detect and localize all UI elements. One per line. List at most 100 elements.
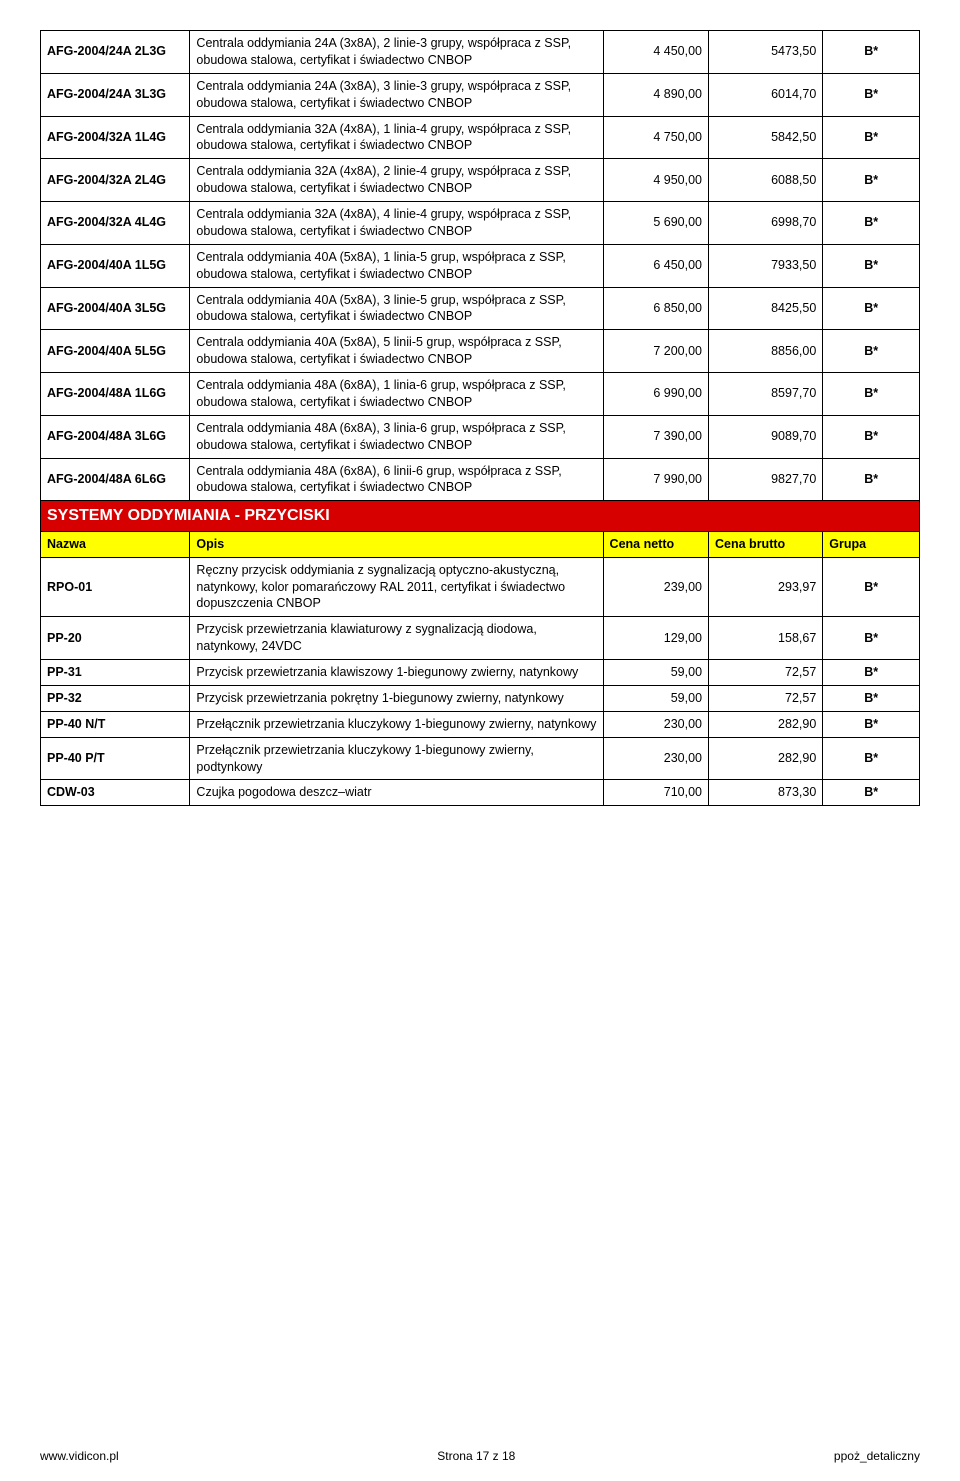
- price-gross: 158,67: [709, 617, 823, 660]
- price-gross: 5473,50: [709, 31, 823, 74]
- product-code: AFG-2004/40A 3L5G: [41, 287, 190, 330]
- product-desc: Centrala oddymiania 32A (4x8A), 1 linia-…: [190, 116, 603, 159]
- price-gross: 5842,50: [709, 116, 823, 159]
- product-desc: Centrala oddymiania 24A (3x8A), 3 linie-…: [190, 73, 603, 116]
- section-title: SYSTEMY ODDYMIANIA - PRZYCISKI: [41, 501, 920, 532]
- price-net: 4 890,00: [603, 73, 708, 116]
- product-code: PP-40 N/T: [41, 711, 190, 737]
- product-code: CDW-03: [41, 780, 190, 806]
- footer-right: ppoż_detaliczny: [834, 1449, 920, 1463]
- table-row: AFG-2004/48A 1L6GCentrala oddymiania 48A…: [41, 373, 920, 416]
- price-gross: 873,30: [709, 780, 823, 806]
- table-row: AFG-2004/24A 3L3GCentrala oddymiania 24A…: [41, 73, 920, 116]
- table-row: AFG-2004/32A 2L4GCentrala oddymiania 32A…: [41, 159, 920, 202]
- section-header: SYSTEMY ODDYMIANIA - PRZYCISKI: [41, 501, 920, 532]
- product-desc: Centrala oddymiania 32A (4x8A), 4 linie-…: [190, 202, 603, 245]
- header-net: Cena netto: [603, 531, 708, 557]
- product-desc: Centrala oddymiania 24A (3x8A), 2 linie-…: [190, 31, 603, 74]
- group-code: B*: [823, 244, 920, 287]
- product-code: AFG-2004/32A 2L4G: [41, 159, 190, 202]
- price-net: 59,00: [603, 685, 708, 711]
- product-desc: Przycisk przewietrzania pokrętny 1-biegu…: [190, 685, 603, 711]
- product-code: AFG-2004/48A 1L6G: [41, 373, 190, 416]
- price-gross: 9089,70: [709, 415, 823, 458]
- footer-left: www.vidicon.pl: [40, 1449, 119, 1463]
- price-net: 6 850,00: [603, 287, 708, 330]
- group-code: B*: [823, 73, 920, 116]
- product-desc: Centrala oddymiania 40A (5x8A), 5 linii-…: [190, 330, 603, 373]
- product-code: PP-40 P/T: [41, 737, 190, 780]
- price-net: 7 200,00: [603, 330, 708, 373]
- price-net: 59,00: [603, 660, 708, 686]
- group-code: B*: [823, 711, 920, 737]
- price-gross: 6998,70: [709, 202, 823, 245]
- price-gross: 282,90: [709, 711, 823, 737]
- table-row: AFG-2004/40A 5L5GCentrala oddymiania 40A…: [41, 330, 920, 373]
- product-desc: Przycisk przewietrzania klawiszowy 1-bie…: [190, 660, 603, 686]
- price-net: 230,00: [603, 737, 708, 780]
- group-code: B*: [823, 159, 920, 202]
- product-desc: Czujka pogodowa deszcz–wiatr: [190, 780, 603, 806]
- price-gross: 72,57: [709, 685, 823, 711]
- product-desc: Centrala oddymiania 40A (5x8A), 3 linie-…: [190, 287, 603, 330]
- header-gross: Cena brutto: [709, 531, 823, 557]
- price-net: 4 950,00: [603, 159, 708, 202]
- price-net: 6 990,00: [603, 373, 708, 416]
- table-row: PP-40 N/TPrzełącznik przewietrzania kluc…: [41, 711, 920, 737]
- group-code: B*: [823, 660, 920, 686]
- price-gross: 72,57: [709, 660, 823, 686]
- product-desc: Centrala oddymiania 48A (6x8A), 3 linia-…: [190, 415, 603, 458]
- price-gross: 9827,70: [709, 458, 823, 501]
- column-headers: Nazwa Opis Cena netto Cena brutto Grupa: [41, 531, 920, 557]
- price-gross: 8856,00: [709, 330, 823, 373]
- table-row: AFG-2004/24A 2L3GCentrala oddymiania 24A…: [41, 31, 920, 74]
- header-group: Grupa: [823, 531, 920, 557]
- price-net: 5 690,00: [603, 202, 708, 245]
- group-code: B*: [823, 685, 920, 711]
- price-net: 239,00: [603, 557, 708, 617]
- product-desc: Centrala oddymiania 48A (6x8A), 1 linia-…: [190, 373, 603, 416]
- price-gross: 7933,50: [709, 244, 823, 287]
- product-code: AFG-2004/24A 2L3G: [41, 31, 190, 74]
- price-net: 6 450,00: [603, 244, 708, 287]
- table-row: AFG-2004/32A 1L4GCentrala oddymiania 32A…: [41, 116, 920, 159]
- table-row: PP-32Przycisk przewietrzania pokrętny 1-…: [41, 685, 920, 711]
- page-footer: www.vidicon.pl Strona 17 z 18 ppoż_detal…: [40, 1449, 920, 1463]
- product-desc: Centrala oddymiania 40A (5x8A), 1 linia-…: [190, 244, 603, 287]
- price-table: AFG-2004/24A 2L3GCentrala oddymiania 24A…: [40, 30, 920, 806]
- price-net: 230,00: [603, 711, 708, 737]
- group-code: B*: [823, 287, 920, 330]
- table-row: AFG-2004/40A 3L5GCentrala oddymiania 40A…: [41, 287, 920, 330]
- product-code: AFG-2004/32A 4L4G: [41, 202, 190, 245]
- group-code: B*: [823, 557, 920, 617]
- price-net: 710,00: [603, 780, 708, 806]
- group-code: B*: [823, 373, 920, 416]
- header-name: Nazwa: [41, 531, 190, 557]
- price-gross: 6088,50: [709, 159, 823, 202]
- price-gross: 8597,70: [709, 373, 823, 416]
- group-code: B*: [823, 458, 920, 501]
- price-gross: 282,90: [709, 737, 823, 780]
- price-net: 7 990,00: [603, 458, 708, 501]
- product-desc: Centrala oddymiania 32A (4x8A), 2 linie-…: [190, 159, 603, 202]
- table-row: CDW-03Czujka pogodowa deszcz–wiatr710,00…: [41, 780, 920, 806]
- table-row: AFG-2004/48A 3L6GCentrala oddymiania 48A…: [41, 415, 920, 458]
- table-row: AFG-2004/40A 1L5GCentrala oddymiania 40A…: [41, 244, 920, 287]
- footer-center: Strona 17 z 18: [437, 1449, 515, 1463]
- product-code: AFG-2004/40A 1L5G: [41, 244, 190, 287]
- product-desc: Ręczny przycisk oddymiania z sygnalizacj…: [190, 557, 603, 617]
- product-code: RPO-01: [41, 557, 190, 617]
- group-code: B*: [823, 116, 920, 159]
- table-row: AFG-2004/48A 6L6GCentrala oddymiania 48A…: [41, 458, 920, 501]
- price-gross: 6014,70: [709, 73, 823, 116]
- product-code: PP-31: [41, 660, 190, 686]
- price-net: 129,00: [603, 617, 708, 660]
- table-row: PP-31Przycisk przewietrzania klawiszowy …: [41, 660, 920, 686]
- product-desc: Przełącznik przewietrzania kluczykowy 1-…: [190, 737, 603, 780]
- product-code: AFG-2004/32A 1L4G: [41, 116, 190, 159]
- header-desc: Opis: [190, 531, 603, 557]
- group-code: B*: [823, 31, 920, 74]
- table-row: AFG-2004/32A 4L4GCentrala oddymiania 32A…: [41, 202, 920, 245]
- group-code: B*: [823, 780, 920, 806]
- table-row: PP-40 P/TPrzełącznik przewietrzania kluc…: [41, 737, 920, 780]
